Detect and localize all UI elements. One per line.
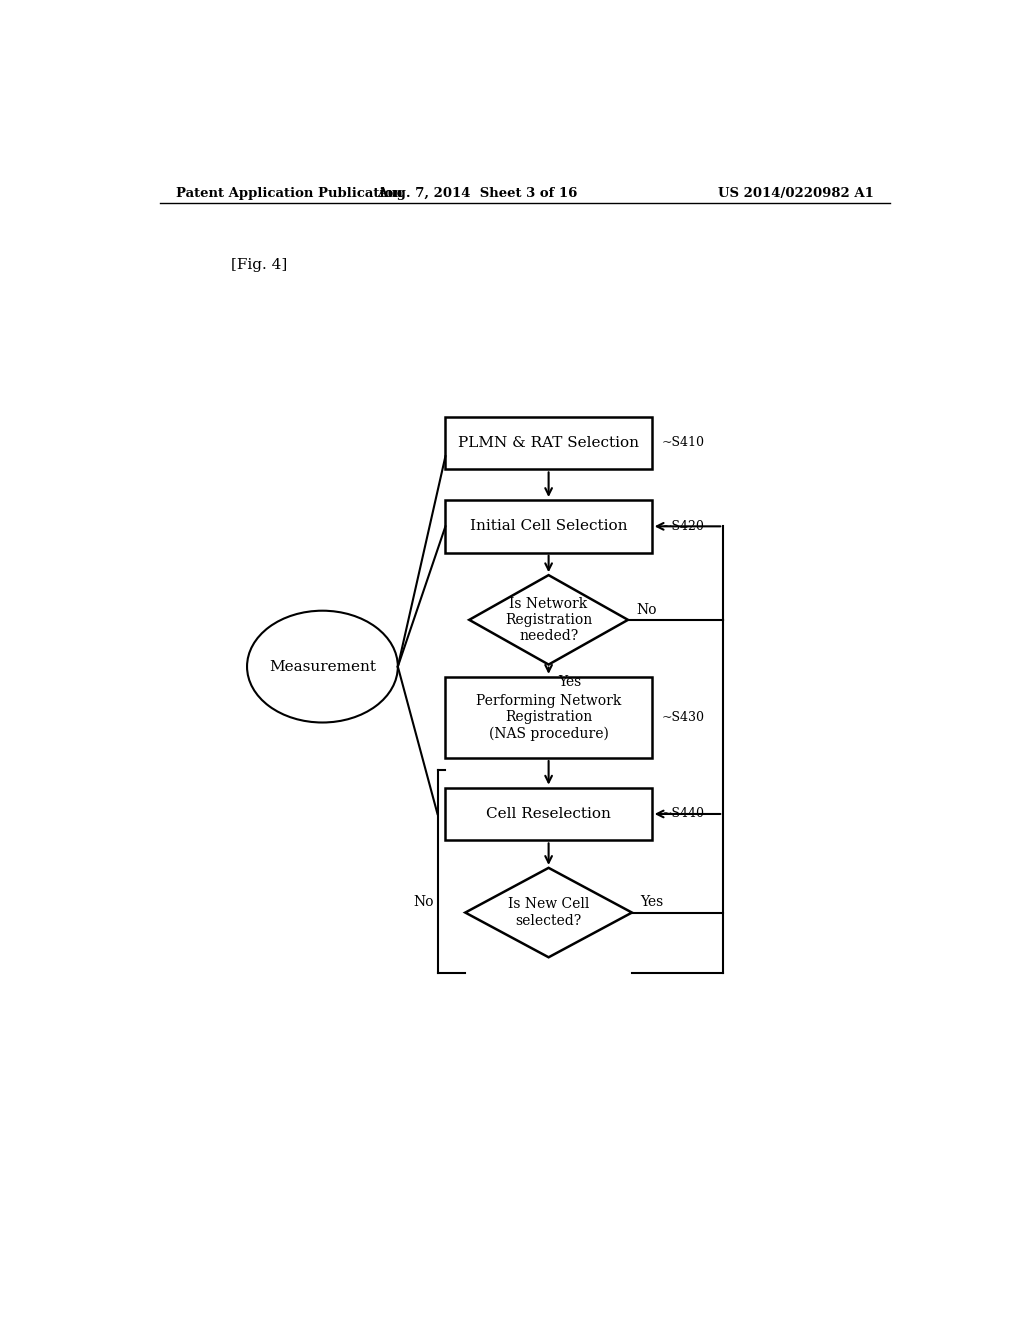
FancyBboxPatch shape xyxy=(445,417,652,470)
Text: Cell Reselection: Cell Reselection xyxy=(486,807,611,821)
Polygon shape xyxy=(469,576,628,664)
Text: Is Network
Registration
needed?: Is Network Registration needed? xyxy=(505,597,592,643)
Text: PLMN & RAT Selection: PLMN & RAT Selection xyxy=(458,436,639,450)
Text: Measurement: Measurement xyxy=(269,660,376,673)
Text: No: No xyxy=(414,895,434,909)
Ellipse shape xyxy=(247,611,397,722)
Text: Yes: Yes xyxy=(558,675,582,689)
Text: [Fig. 4]: [Fig. 4] xyxy=(231,259,288,272)
FancyBboxPatch shape xyxy=(445,788,652,841)
Text: No: No xyxy=(636,603,656,616)
FancyBboxPatch shape xyxy=(445,500,652,553)
Polygon shape xyxy=(465,867,632,957)
Text: Is New Cell
selected?: Is New Cell selected? xyxy=(508,898,589,928)
Text: US 2014/0220982 A1: US 2014/0220982 A1 xyxy=(718,187,873,201)
Text: Patent Application Publication: Patent Application Publication xyxy=(176,187,402,201)
Text: Performing Network
Registration
(NAS procedure): Performing Network Registration (NAS pro… xyxy=(476,694,622,741)
Text: Aug. 7, 2014  Sheet 3 of 16: Aug. 7, 2014 Sheet 3 of 16 xyxy=(377,187,578,201)
Text: ~S440: ~S440 xyxy=(662,808,705,821)
Text: ~S410: ~S410 xyxy=(662,437,705,450)
FancyBboxPatch shape xyxy=(445,677,652,758)
Text: ~S420: ~S420 xyxy=(662,520,705,533)
Text: Initial Cell Selection: Initial Cell Selection xyxy=(470,519,628,533)
Text: Yes: Yes xyxy=(640,895,664,909)
Text: ~S430: ~S430 xyxy=(662,711,705,723)
